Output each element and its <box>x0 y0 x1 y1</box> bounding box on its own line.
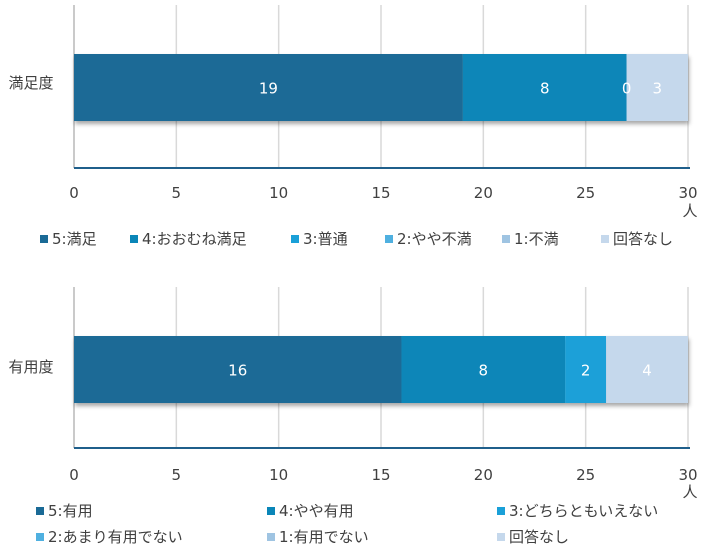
legend-item: 1:有用でない <box>267 526 369 547</box>
x-tick-label: 30 <box>678 466 697 484</box>
legend-swatch <box>40 234 48 243</box>
data-label: 8 <box>479 362 489 380</box>
data-label: 4 <box>642 362 652 380</box>
legend-label: 1:有用でない <box>279 528 369 546</box>
bar-segment <box>462 54 627 121</box>
x-tick-label: 5 <box>172 466 182 484</box>
legend-swatch <box>291 234 299 243</box>
x-tick-label: 10 <box>269 184 288 202</box>
legend-label: 5:有用 <box>48 502 93 520</box>
legend-swatch <box>267 506 275 515</box>
bar-segment <box>565 336 607 403</box>
category-label: 満足度 <box>8 74 53 92</box>
legend-swatch <box>601 234 609 243</box>
x-tick-label: 15 <box>371 184 390 202</box>
data-label: 3 <box>653 80 663 98</box>
x-unit-label: 人 <box>682 202 697 220</box>
legend-label: 2:あまり有用でない <box>48 528 183 546</box>
legend-swatch <box>385 234 393 243</box>
bar-segment <box>74 54 463 121</box>
data-label: 19 <box>259 80 278 98</box>
legend-label: 回答なし <box>509 528 570 546</box>
legend-label: 2:やや不満 <box>397 230 472 248</box>
legend-label: 4:おおむね満足 <box>142 230 247 248</box>
legend-item: 2:やや不満 <box>385 228 472 249</box>
x-tick-label: 20 <box>474 184 493 202</box>
legend-swatch <box>497 506 505 515</box>
legend-label: 回答なし <box>613 230 674 248</box>
legend-item: 回答なし <box>601 228 673 249</box>
legend-label: 1:不満 <box>514 230 559 248</box>
legend-swatch <box>130 234 138 243</box>
legend-item: 4:おおむね満足 <box>130 228 247 249</box>
legend-swatch <box>36 506 44 515</box>
data-label: 16 <box>228 362 247 380</box>
legend-swatch <box>497 532 505 541</box>
x-unit-label: 人 <box>682 483 697 501</box>
data-label: 0 <box>622 80 632 98</box>
data-label: 2 <box>581 362 591 380</box>
x-tick-label: 30 <box>678 184 697 202</box>
x-tick-label: 20 <box>474 466 493 484</box>
x-tick-label: 0 <box>69 184 79 202</box>
legend-label: 5:満足 <box>52 230 97 248</box>
category-label: 有用度 <box>8 358 53 376</box>
bar-segment <box>606 336 688 403</box>
bar-segment <box>626 54 688 121</box>
legend-item: 5:有用 <box>36 500 93 521</box>
legend-swatch <box>267 532 275 541</box>
bar-segment <box>74 336 402 403</box>
x-tick-label: 25 <box>576 184 595 202</box>
legend-label: 3:普通 <box>303 230 348 248</box>
x-tick-label: 10 <box>269 466 288 484</box>
x-tick-label: 0 <box>69 466 79 484</box>
legend-item: 1:不満 <box>502 228 559 249</box>
legend-item: 5:満足 <box>40 228 97 249</box>
chart-1: 0 5 10 15 20 25 30人 有用度 16 8 2 4 <box>8 287 698 501</box>
legend-label: 3:どちらともいえない <box>509 502 659 520</box>
legend-item: 回答なし <box>497 526 569 547</box>
x-tick-label: 15 <box>371 466 390 484</box>
legend-label: 4:やや有用 <box>279 502 354 520</box>
x-tick-label: 5 <box>172 184 182 202</box>
x-tick-label: 25 <box>576 466 595 484</box>
legend-item: 3:どちらともいえない <box>497 500 658 521</box>
legend-item: 3:普通 <box>291 228 348 249</box>
chart-0: 0 5 10 15 20 25 30人 満足度 19 8 0 3 <box>8 5 698 220</box>
bar-segment <box>401 336 566 403</box>
legend-item: 4:やや有用 <box>267 500 354 521</box>
data-label: 8 <box>540 80 550 98</box>
legend-swatch <box>502 234 510 243</box>
legend-item: 2:あまり有用でない <box>36 526 183 547</box>
legend-swatch <box>36 532 44 541</box>
